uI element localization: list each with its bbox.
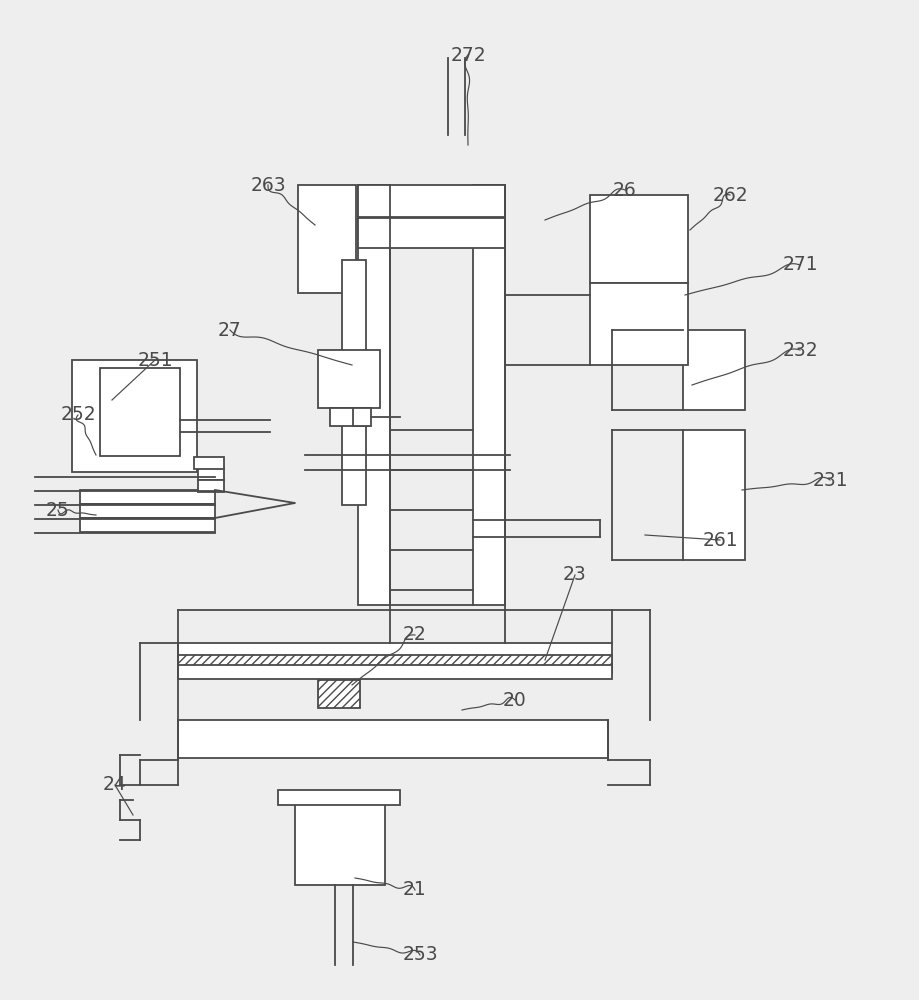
- Bar: [682, 330, 744, 410]
- Text: 253: 253: [402, 945, 437, 964]
- Text: 251: 251: [137, 351, 173, 369]
- Text: 26: 26: [612, 181, 636, 200]
- Bar: [298, 185, 356, 293]
- Bar: [177, 665, 611, 679]
- Bar: [100, 368, 180, 456]
- Text: 22: 22: [403, 626, 426, 644]
- Bar: [198, 468, 223, 480]
- Text: 261: 261: [701, 530, 737, 550]
- Bar: [198, 480, 223, 492]
- Bar: [72, 360, 197, 472]
- Text: 272: 272: [449, 46, 485, 65]
- Bar: [357, 185, 505, 217]
- Text: 271: 271: [781, 255, 817, 274]
- Bar: [295, 800, 384, 885]
- Bar: [80, 490, 215, 504]
- Text: 24: 24: [103, 776, 127, 794]
- Bar: [472, 185, 505, 605]
- Text: 25: 25: [46, 500, 70, 520]
- Bar: [357, 218, 505, 248]
- Text: 252: 252: [60, 406, 96, 424]
- Bar: [318, 350, 380, 408]
- Bar: [194, 457, 223, 469]
- Text: 262: 262: [711, 186, 747, 205]
- Bar: [682, 430, 744, 560]
- Text: 23: 23: [562, 566, 586, 584]
- Bar: [80, 504, 215, 518]
- Text: 232: 232: [781, 340, 817, 360]
- Bar: [278, 790, 400, 805]
- Bar: [589, 283, 687, 365]
- Bar: [318, 680, 359, 708]
- Text: 21: 21: [403, 880, 426, 900]
- Text: 231: 231: [811, 471, 847, 489]
- Text: 27: 27: [218, 320, 242, 340]
- Bar: [357, 185, 390, 605]
- Bar: [177, 643, 611, 665]
- Bar: [80, 518, 215, 532]
- Bar: [330, 408, 368, 426]
- Bar: [342, 260, 366, 505]
- Bar: [589, 195, 687, 283]
- Bar: [177, 720, 607, 758]
- Text: 20: 20: [503, 690, 527, 710]
- Bar: [353, 408, 370, 426]
- Text: 263: 263: [250, 176, 286, 195]
- Bar: [177, 655, 611, 673]
